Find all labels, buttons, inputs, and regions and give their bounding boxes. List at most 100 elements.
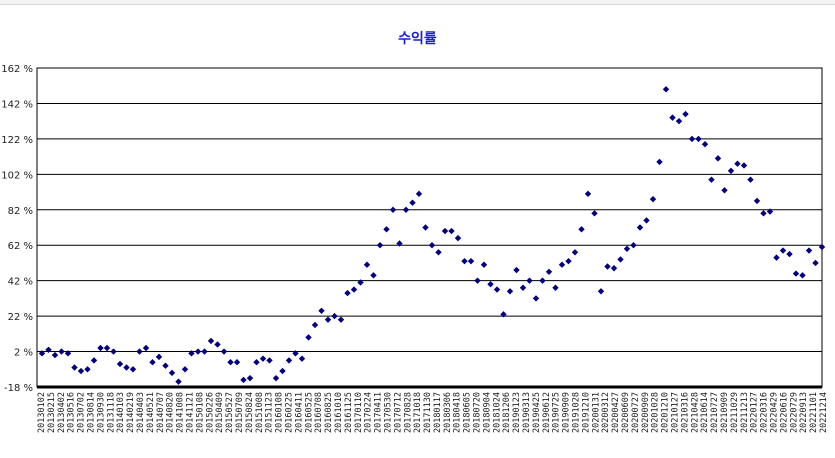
x-tick-label: 20220729: [789, 392, 799, 433]
x-tick-label: 20220913: [799, 392, 809, 433]
x-tick-label: 20170712: [393, 392, 403, 433]
x-tick-label: 20170530: [383, 392, 393, 433]
x-tick-label: 20181206: [502, 392, 512, 433]
x-tick-label: 20211029: [730, 392, 740, 433]
data-point: [461, 257, 468, 265]
x-tick-label: 20140521: [146, 392, 156, 433]
data-point: [344, 289, 351, 297]
data-point: [675, 117, 683, 125]
data-point: [292, 350, 299, 357]
x-tick-label: 20160708: [314, 392, 324, 433]
data-point: [610, 265, 618, 272]
data-point: [623, 245, 631, 252]
data-point: [812, 259, 819, 267]
x-tick-label: 20170110: [354, 392, 364, 433]
data-point: [357, 279, 364, 286]
data-point: [584, 190, 592, 198]
data-point: [272, 374, 280, 382]
data-point: [64, 350, 72, 357]
data-point: [493, 286, 501, 293]
y-tick-label: 22 %: [8, 312, 33, 323]
data-point: [727, 167, 735, 174]
data-point: [253, 358, 260, 366]
data-point: [142, 344, 150, 352]
y-tick-label: 62 %: [8, 241, 33, 252]
data-point: [376, 242, 384, 249]
data-point: [285, 357, 293, 364]
data-point: [194, 348, 202, 355]
x-tick-label: 20130930: [96, 392, 106, 433]
data-point: [818, 243, 826, 251]
chart-title: 수익률: [398, 31, 437, 47]
data-point: [415, 190, 423, 198]
spreadsheet-header-strip: [0, 0, 835, 5]
data-point: [240, 376, 247, 384]
x-tick-label: 20130814: [86, 392, 96, 433]
data-point: [545, 268, 553, 276]
data-point: [266, 357, 273, 364]
data-point: [740, 162, 748, 169]
data-point: [305, 334, 312, 341]
data-point: [175, 378, 182, 385]
data-point: [532, 295, 540, 302]
x-tick-label: 20170411: [374, 392, 384, 433]
x-tick-label: 20210316: [680, 392, 690, 433]
x-tick-label: 20131118: [106, 392, 116, 433]
data-point: [721, 187, 728, 194]
data-point: [389, 206, 397, 213]
data-point: [805, 247, 813, 254]
data-point: [643, 217, 650, 224]
data-point: [604, 263, 611, 270]
data-point: [467, 257, 475, 265]
x-tick-label: 20141008: [176, 392, 186, 433]
data-point: [448, 227, 455, 235]
data-point: [695, 135, 702, 143]
x-tick-label: 20220127: [750, 392, 760, 433]
data-point: [233, 358, 241, 366]
data-point: [331, 312, 338, 320]
data-point: [370, 272, 377, 279]
x-tick-label: 20191028: [572, 392, 582, 433]
x-tick-label: 20200609: [621, 392, 631, 433]
data-point: [571, 249, 579, 256]
x-tick-label: 20200909: [641, 392, 651, 433]
data-point: [409, 199, 416, 206]
x-tick-label: 20211213: [740, 392, 750, 433]
data-point: [227, 358, 234, 366]
x-tick-label: 20150108: [195, 392, 205, 433]
data-point: [435, 249, 442, 256]
data-point: [565, 257, 572, 265]
data-point: [129, 366, 137, 373]
x-tick-label: 20160108: [275, 392, 285, 433]
data-point: [402, 206, 410, 213]
x-tick-label: 20150226: [205, 392, 215, 433]
data-point: [519, 284, 527, 291]
data-point: [500, 311, 507, 318]
data-point: [188, 350, 195, 357]
data-point: [110, 348, 117, 355]
data-point: [116, 360, 124, 368]
data-point: [708, 176, 715, 183]
x-tick-label: 20181024: [492, 392, 502, 433]
x-tick-label: 20170224: [364, 392, 374, 433]
data-point: [714, 155, 722, 162]
data-point: [591, 210, 598, 217]
x-tick-label: 20190425: [532, 392, 542, 433]
x-tick-label: 20221214: [819, 392, 829, 433]
x-tick-label: 20140403: [136, 392, 146, 433]
x-tick-label: 20201210: [661, 392, 671, 433]
data-point: [454, 234, 462, 242]
x-tick-label: 20130402: [57, 392, 67, 433]
x-tick-label: 20220429: [770, 392, 780, 433]
data-point: [201, 348, 208, 355]
data-point: [487, 281, 494, 288]
data-point: [792, 270, 800, 277]
data-point: [539, 277, 546, 284]
data-point: [734, 160, 741, 167]
y-tick-label: 42 %: [8, 277, 33, 288]
x-tick-label: 20151008: [255, 392, 265, 433]
data-point: [168, 369, 176, 377]
x-tick-label: 20170828: [403, 392, 413, 433]
data-point: [84, 366, 91, 373]
